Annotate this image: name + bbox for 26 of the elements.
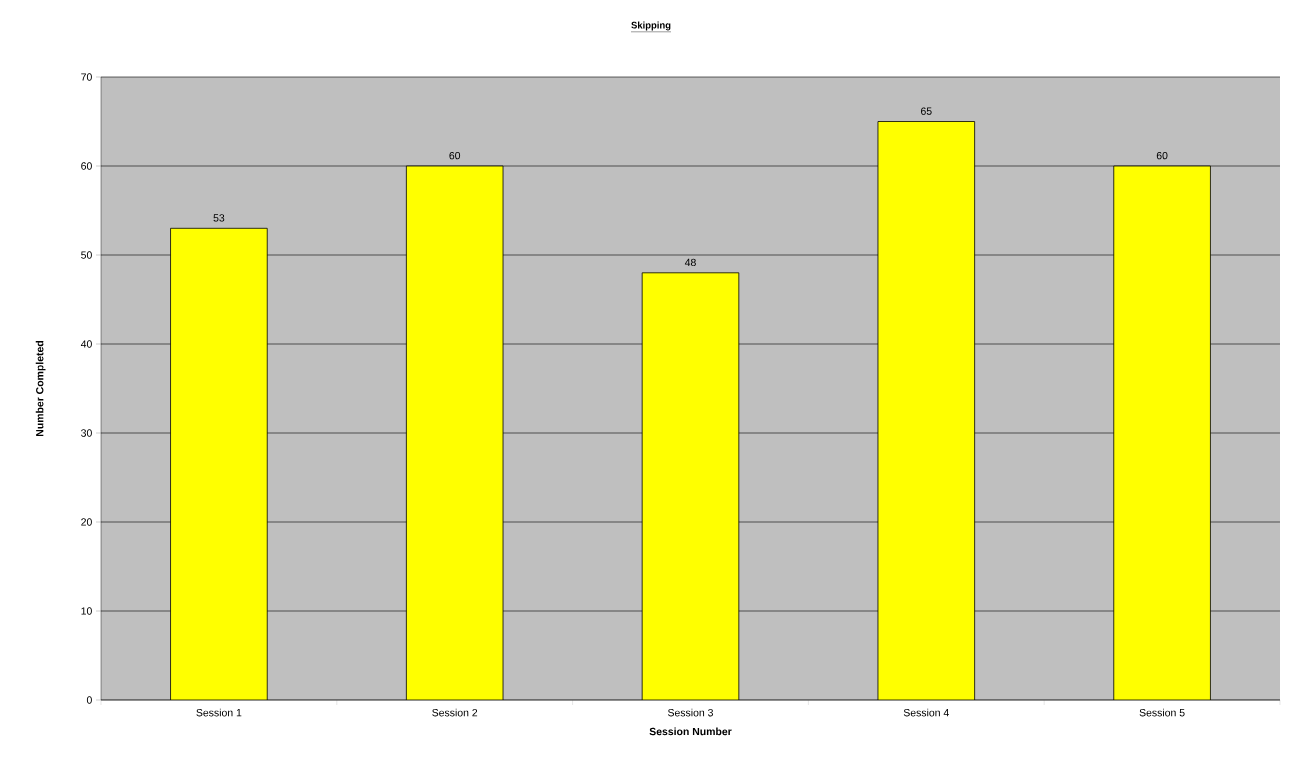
y-tick-label: 30 <box>81 429 92 437</box>
y-tick-label: 60 <box>81 162 92 170</box>
data-label: 60 <box>449 151 461 160</box>
y-tick-label: 20 <box>81 518 92 526</box>
x-tick-label: Session 5 <box>1139 708 1185 717</box>
y-tick-label: 50 <box>81 251 92 259</box>
x-axis-title: Session Number <box>649 727 732 736</box>
data-label: 65 <box>921 107 932 115</box>
x-tick-label: Session 2 <box>432 708 478 717</box>
y-tick-label: 10 <box>81 607 92 615</box>
y-tick-label: 0 <box>86 696 92 704</box>
bar <box>877 121 976 700</box>
y-axis-title: Number Completed <box>35 340 46 437</box>
data-label: 60 <box>1156 151 1168 160</box>
bar <box>641 272 740 700</box>
y-tick-label: 40 <box>80 340 92 348</box>
data-label: 48 <box>684 258 696 267</box>
bar <box>170 227 268 700</box>
bar <box>405 165 504 700</box>
bar <box>1113 165 1211 700</box>
x-tick-label: Session 3 <box>667 708 713 717</box>
chart-title: Skipping <box>631 21 671 31</box>
y-tick-label: 70 <box>81 73 92 81</box>
x-tick-label: Session 1 <box>196 708 242 717</box>
data-label: 53 <box>213 214 225 222</box>
x-tick-label: Session 4 <box>903 708 949 717</box>
